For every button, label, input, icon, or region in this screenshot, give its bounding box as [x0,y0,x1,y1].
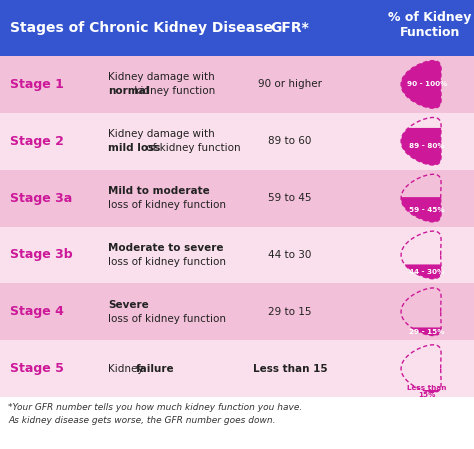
Text: Less than
15%: Less than 15% [407,385,447,398]
Polygon shape [401,231,441,279]
Text: *Your GFR number tells you how much kidney function you have.
As kidney disease : *Your GFR number tells you how much kidn… [8,403,302,425]
Text: 89 to 60: 89 to 60 [268,136,312,146]
Text: Moderate to severe: Moderate to severe [108,243,224,253]
Text: Severe: Severe [108,300,149,310]
Text: 90 - 100%: 90 - 100% [407,81,447,88]
Polygon shape [401,128,441,165]
FancyBboxPatch shape [0,56,474,113]
Text: loss of kidney function: loss of kidney function [108,257,226,267]
Text: 29 to 15: 29 to 15 [268,307,312,317]
Text: % of Kidney
Function: % of Kidney Function [388,10,472,40]
Text: 29 - 15%: 29 - 15% [409,329,445,335]
Polygon shape [401,197,441,222]
Text: normal: normal [108,86,149,97]
Text: Stage 3a: Stage 3a [10,192,72,205]
Text: Kidney damage with: Kidney damage with [108,129,215,139]
Polygon shape [405,264,441,279]
Text: Kidney: Kidney [108,364,147,374]
Polygon shape [422,390,439,392]
Text: kidney function: kidney function [131,86,216,97]
FancyBboxPatch shape [0,226,474,283]
FancyBboxPatch shape [0,0,474,56]
Text: Stage 4: Stage 4 [10,305,64,318]
Polygon shape [401,118,441,165]
Text: Stage 3b: Stage 3b [10,248,73,261]
Text: 44 to 30: 44 to 30 [268,250,312,260]
Text: Stages of Chronic Kidney Disease: Stages of Chronic Kidney Disease [10,21,273,35]
Polygon shape [401,61,441,108]
Text: 90 or higher: 90 or higher [258,79,322,89]
Text: Kidney damage with: Kidney damage with [108,72,215,83]
Text: Stage 5: Stage 5 [10,362,64,375]
Text: 59 to 45: 59 to 45 [268,193,312,203]
Text: mild loss: mild loss [108,143,160,153]
FancyBboxPatch shape [0,113,474,170]
Text: failure: failure [135,364,174,374]
Polygon shape [401,288,441,335]
Text: 89 - 80%: 89 - 80% [409,144,445,150]
Text: Stage 1: Stage 1 [10,78,64,91]
Text: of kidney function: of kidney function [143,143,241,153]
Text: 59 - 45%: 59 - 45% [409,207,445,212]
Polygon shape [401,174,441,222]
FancyBboxPatch shape [0,170,474,226]
Text: Less than 15: Less than 15 [253,364,328,374]
Text: GFR*: GFR* [271,21,310,35]
Text: loss of kidney function: loss of kidney function [108,200,226,210]
Polygon shape [401,345,441,392]
Polygon shape [411,327,441,335]
Text: Mild to moderate: Mild to moderate [108,186,210,196]
Text: 44 - 30%: 44 - 30% [410,269,445,275]
FancyBboxPatch shape [0,283,474,340]
Text: Stage 2: Stage 2 [10,135,64,148]
Polygon shape [401,61,441,108]
Text: loss of kidney function: loss of kidney function [108,314,226,324]
FancyBboxPatch shape [0,397,474,449]
FancyBboxPatch shape [0,340,474,397]
